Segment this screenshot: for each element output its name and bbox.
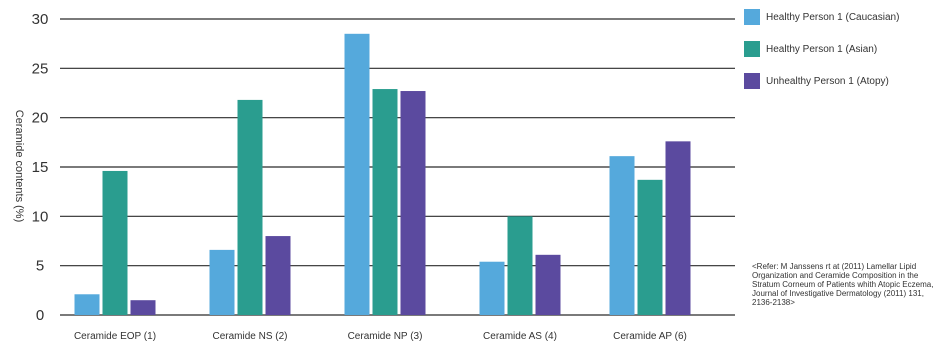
legend-swatch-asian (744, 41, 760, 57)
legend-label-asian: Healthy Person 1 (Asian) (766, 43, 878, 55)
bar-3-1 (130, 300, 156, 315)
legend-swatch-caucasian (744, 9, 760, 25)
bar-2-2 (237, 99, 263, 315)
legend-label-caucasian: Healthy Person 1 (Caucasian) (766, 11, 900, 23)
y-tick-label: 15 (32, 159, 49, 176)
legend-item-atopy: Unhealthy Person 1 (Atopy) (744, 72, 934, 90)
reference-note: <Refer: M Janssens rt at (2011) Lamellar… (752, 262, 934, 307)
bar-2-3 (372, 89, 398, 315)
y-tick-label: 25 (32, 60, 49, 77)
x-tick-label: Ceramide AP (6) (613, 331, 687, 342)
bar-1-4 (479, 261, 505, 315)
bar-3-5 (665, 141, 691, 315)
bar-2-5 (637, 179, 663, 315)
bar-3-2 (265, 236, 291, 315)
y-axis-ticks: 0 5 10 15 20 25 30 (32, 11, 49, 324)
legend-item-caucasian: Healthy Person 1 (Caucasian) (744, 8, 934, 26)
bar-1-1 (74, 294, 100, 315)
bars (74, 33, 691, 316)
y-tick-label: 5 (36, 258, 44, 275)
x-tick-label: Ceramide AS (4) (483, 331, 557, 342)
legend: Healthy Person 1 (Caucasian) Healthy Per… (744, 8, 934, 104)
y-tick-label: 0 (36, 307, 44, 324)
y-axis-label: Ceramide contents (%) (13, 110, 25, 223)
bar-2-4 (507, 216, 533, 315)
legend-swatch-atopy (744, 73, 760, 89)
x-tick-label: Ceramide NS (2) (212, 331, 287, 342)
x-axis-ticks: Ceramide EOP (1) Ceramide NS (2) Ceramide … (74, 331, 687, 342)
bar-1-3 (344, 33, 370, 316)
x-tick-label: Ceramide EOP (1) (74, 331, 156, 342)
y-tick-label: 30 (32, 11, 49, 28)
bar-3-4 (535, 254, 561, 315)
x-tick-label: Ceramide NP (3) (348, 331, 423, 342)
legend-item-asian: Healthy Person 1 (Asian) (744, 40, 934, 58)
bar-2-1 (102, 170, 128, 315)
bar-1-5 (609, 156, 635, 315)
legend-label-atopy: Unhealthy Person 1 (Atopy) (766, 75, 889, 87)
y-tick-label: 20 (32, 110, 49, 127)
y-tick-label: 10 (32, 208, 49, 225)
bar-chart: 0 5 10 15 20 25 30 Ceramide EOP (1) Ceramide NS… (13, 11, 735, 342)
bar-1-2 (209, 249, 235, 315)
bar-3-3 (400, 91, 426, 315)
